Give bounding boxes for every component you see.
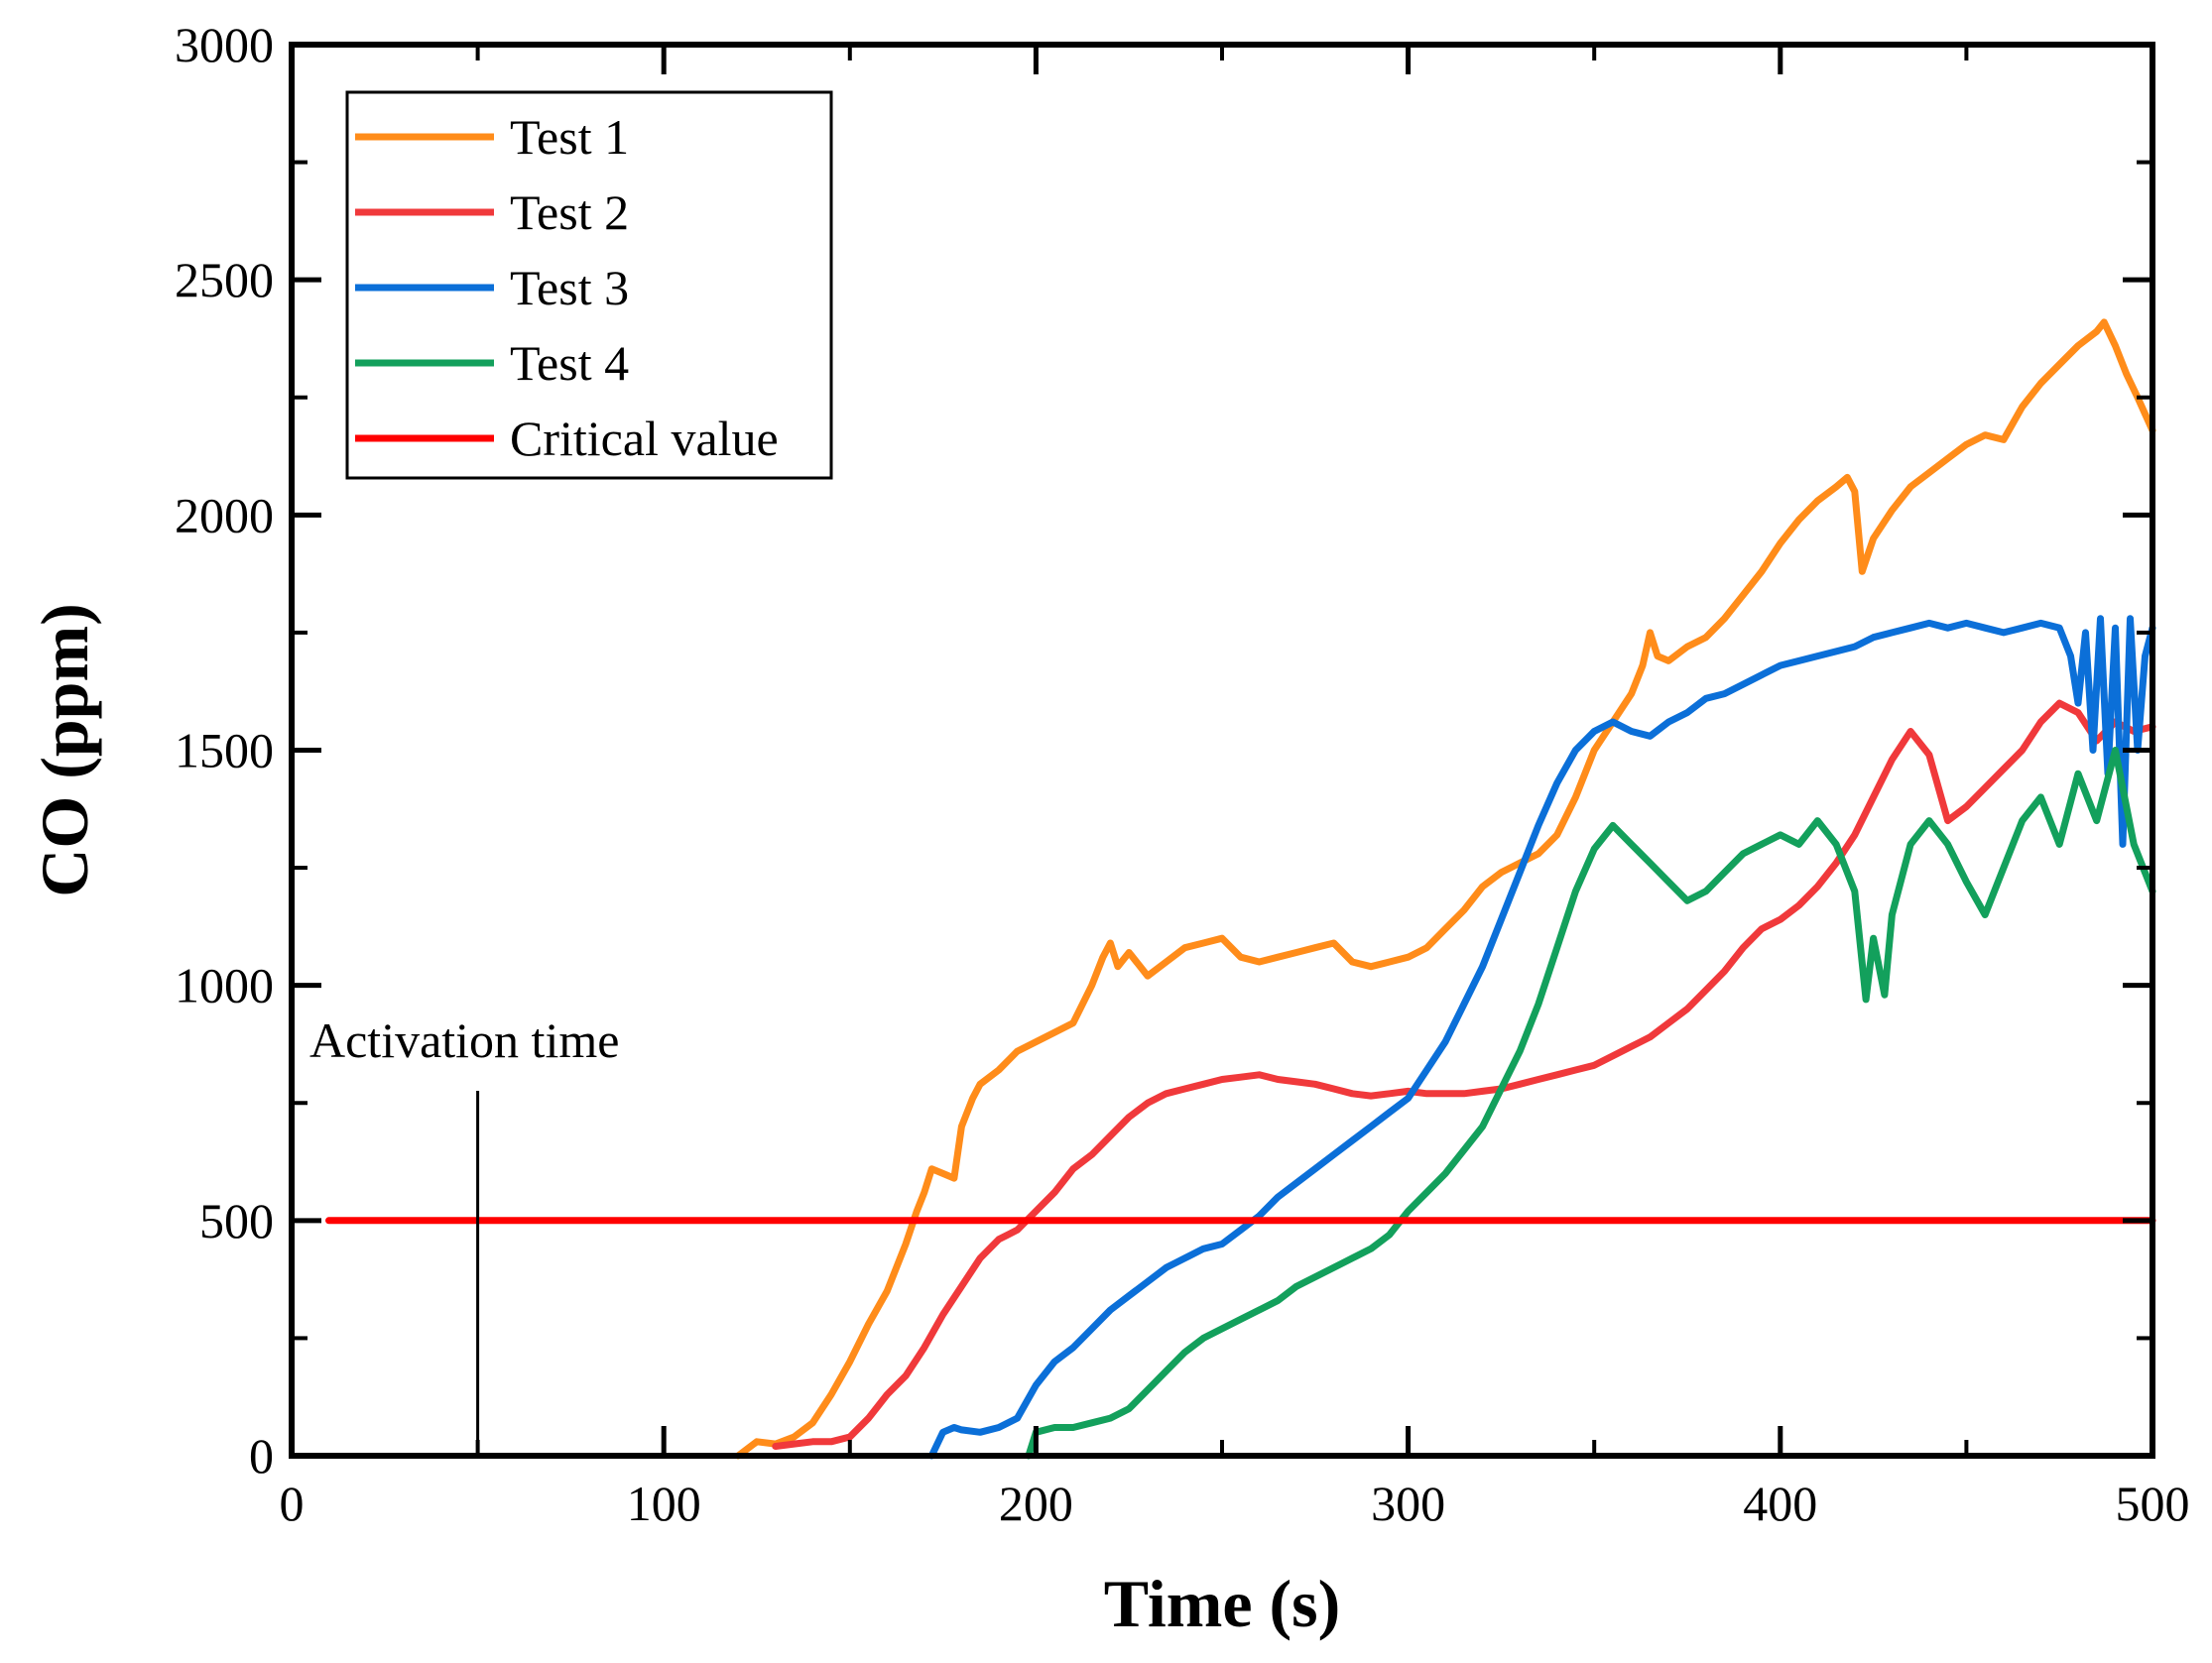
x-tick-label: 200 [999, 1476, 1073, 1531]
series-layer [325, 318, 2156, 1460]
y-ticks: 0 500 1000 1500 2000 2500 3000 [175, 17, 2152, 1484]
series-line-test-1 [734, 318, 2156, 1460]
y-tick-label: 2500 [175, 252, 274, 307]
legend-label-test-1: Test 1 [510, 109, 629, 165]
y-tick-label: 1000 [175, 958, 274, 1013]
annotation-layer: Activation time [309, 1012, 619, 1456]
activation-time-label: Activation time [309, 1012, 619, 1068]
x-tick-label: 300 [1371, 1476, 1445, 1531]
y-tick-label: 0 [249, 1428, 274, 1484]
series-line-test-2 [772, 699, 2156, 1450]
x-tick-label: 500 [2116, 1476, 2190, 1531]
series-line-test-4 [1025, 747, 2156, 1460]
x-axis-title: Time (s) [1104, 1566, 1341, 1641]
x-tick-label: 0 [280, 1476, 305, 1531]
legend-label-test-2: Test 2 [510, 184, 629, 240]
y-tick-label: 500 [199, 1193, 274, 1248]
y-tick-label: 1500 [175, 723, 274, 778]
y-axis-title: CO (ppm) [27, 603, 102, 897]
legend: Test 1 Test 2 Test 3 Test 4 Critical value [345, 90, 833, 480]
x-tick-label: 100 [627, 1476, 701, 1531]
legend-label-test-3: Test 3 [510, 260, 629, 315]
legend-label-critical-value: Critical value [510, 411, 779, 466]
y-tick-label: 2000 [175, 487, 274, 542]
series-line-test-3 [927, 615, 2156, 1460]
x-tick-label: 400 [1743, 1476, 1817, 1531]
x-ticks: 0 100 200 300 400 500 [280, 45, 2190, 1531]
y-tick-label: 3000 [175, 17, 274, 72]
legend-label-test-4: Test 4 [510, 335, 629, 391]
